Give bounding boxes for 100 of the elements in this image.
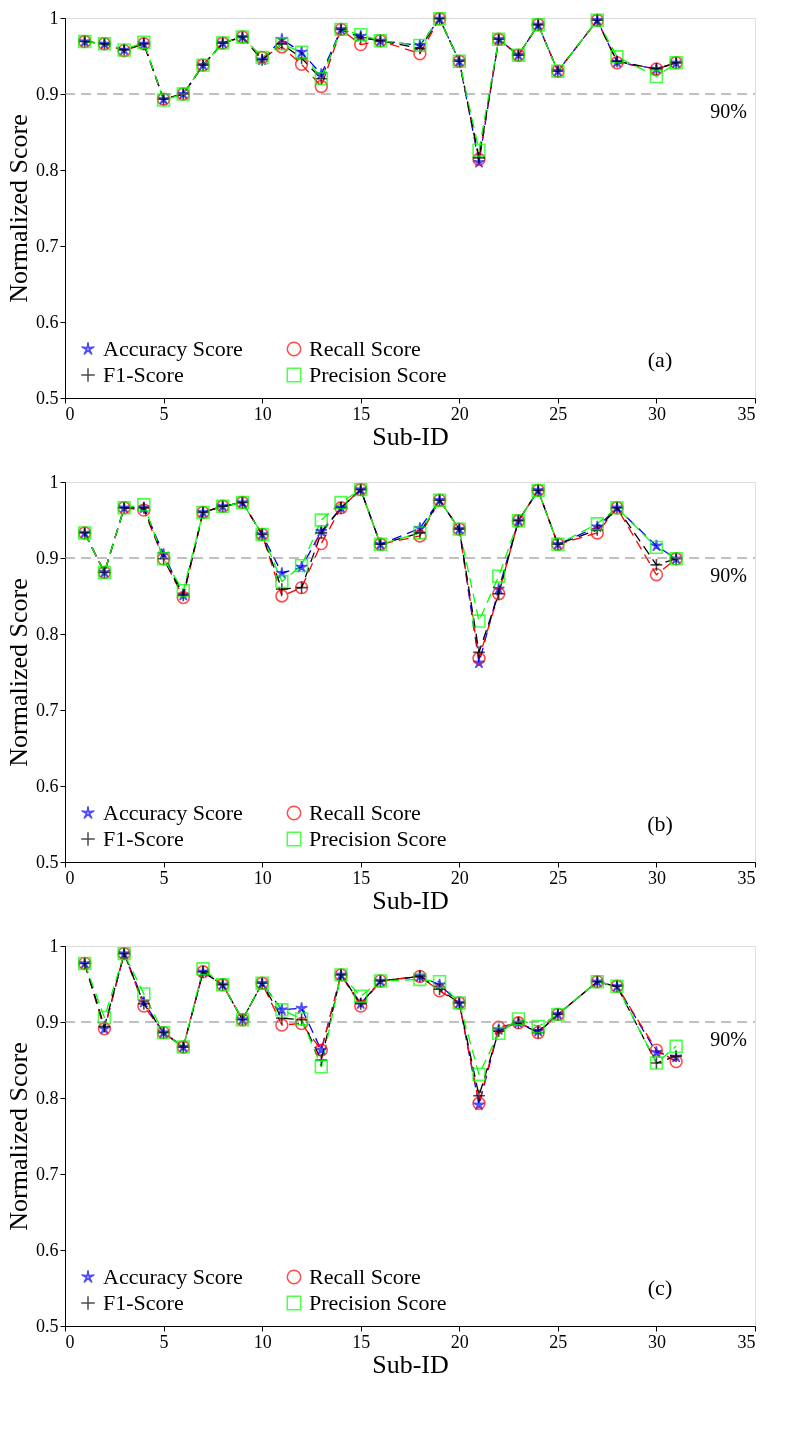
point [472, 1089, 486, 1103]
y-tick-label: 0.8 [36, 159, 59, 180]
x-tick-label: 20 [450, 403, 469, 424]
y-tick-label: 0.8 [36, 623, 59, 644]
point [295, 1001, 308, 1014]
legend-label: Accuracy Score [103, 1264, 243, 1289]
point [413, 47, 427, 61]
x-tick-label: 30 [647, 867, 666, 888]
x-axis-title: Sub-ID [372, 421, 449, 451]
point [334, 495, 348, 510]
x-tick-label: 0 [65, 867, 75, 888]
y-axis-title: Normalized Score [4, 1042, 33, 1231]
legend-label: F1-Score [103, 826, 184, 851]
x-tick-label: 5 [159, 867, 169, 888]
x-tick-label: 35 [737, 867, 756, 888]
y-tick-label: 0.5 [36, 387, 59, 408]
x-tick-label: 35 [737, 1331, 756, 1352]
y-tick-label: 1 [49, 7, 59, 28]
x-tick-label: 15 [352, 1331, 371, 1352]
point [314, 79, 328, 94]
y-tick-label: 0.7 [36, 1163, 59, 1184]
point [610, 50, 624, 64]
point [314, 513, 328, 527]
annotation: (c) [647, 1275, 673, 1300]
point [472, 1067, 486, 1082]
x-tick-label: 20 [450, 1331, 469, 1352]
y-tick-label: 0.9 [36, 547, 59, 568]
point [275, 589, 289, 603]
x-tick-label: 20 [450, 867, 469, 888]
point [314, 1060, 328, 1074]
legend-label: Precision Score [309, 362, 447, 387]
x-tick-label: 10 [253, 403, 272, 424]
x-tick-label: 10 [253, 1331, 272, 1352]
legend-label: Recall Score [309, 336, 421, 361]
legend-label: Accuracy Score [103, 800, 243, 825]
y-tick-label: 0.8 [36, 1087, 59, 1108]
y-tick-label: 0.9 [36, 1011, 59, 1032]
x-tick-label: 5 [159, 1331, 169, 1352]
y-tick-label: 0.5 [36, 1315, 59, 1336]
point [176, 583, 190, 598]
point [354, 989, 368, 1003]
point [137, 987, 151, 1001]
point [649, 558, 664, 572]
point [472, 143, 486, 157]
point [669, 1054, 683, 1069]
x-tick-label: 10 [253, 867, 272, 888]
point [275, 574, 289, 589]
point [314, 1053, 328, 1067]
y-tick-label: 0.5 [36, 851, 59, 872]
x-tick-label: 30 [647, 1331, 666, 1352]
annotation: (b) [647, 811, 673, 836]
x-tick-label: 0 [65, 1331, 75, 1352]
point [492, 569, 506, 583]
y-tick-label: 0.9 [36, 83, 59, 104]
point [157, 547, 170, 560]
point [314, 536, 328, 551]
y-tick-label: 1 [49, 935, 59, 956]
y-tick-label: 0.7 [36, 699, 59, 720]
x-tick-label: 30 [647, 403, 666, 424]
x-axis-title: Sub-ID [372, 1349, 449, 1379]
point [275, 1011, 289, 1025]
point [275, 582, 289, 596]
legend-label: Recall Score [309, 800, 421, 825]
point [649, 69, 664, 84]
point [492, 582, 506, 595]
ref-line-label: 90% [710, 100, 747, 122]
legend-label: Accuracy Score [103, 336, 243, 361]
point [531, 1019, 545, 1034]
x-axis-title: Sub-ID [372, 885, 449, 915]
point [354, 37, 368, 52]
point [649, 568, 664, 582]
point [294, 57, 309, 72]
annotation: (a) [647, 347, 673, 372]
x-tick-label: 25 [549, 1331, 568, 1352]
point [472, 614, 486, 628]
legend-label: F1-Score [103, 362, 184, 387]
point [472, 645, 486, 659]
x-tick-label: 15 [352, 403, 371, 424]
x-tick-label: 35 [737, 403, 756, 424]
y-axis-title: Normalized Score [4, 578, 33, 767]
legend-label: F1-Score [103, 1290, 184, 1315]
y-tick-label: 0.6 [36, 1239, 59, 1260]
legend-label: Recall Score [309, 1264, 421, 1289]
point [669, 1039, 683, 1054]
point [472, 656, 486, 669]
ref-line-label: 90% [710, 1028, 747, 1050]
point [97, 1010, 112, 1025]
point [511, 1012, 526, 1026]
y-tick-label: 0.6 [36, 311, 59, 332]
y-tick-label: 1 [49, 471, 59, 492]
y-tick-label: 0.7 [36, 235, 59, 256]
x-tick-label: 15 [352, 867, 371, 888]
x-tick-label: 25 [549, 867, 568, 888]
y-tick-label: 0.6 [36, 775, 59, 796]
y-axis-title: Normalized Score [4, 114, 33, 303]
x-tick-label: 5 [159, 403, 169, 424]
point [472, 651, 486, 666]
x-tick-label: 0 [65, 403, 75, 424]
legend-label: Precision Score [309, 826, 447, 851]
legend-label: Precision Score [309, 1290, 447, 1315]
